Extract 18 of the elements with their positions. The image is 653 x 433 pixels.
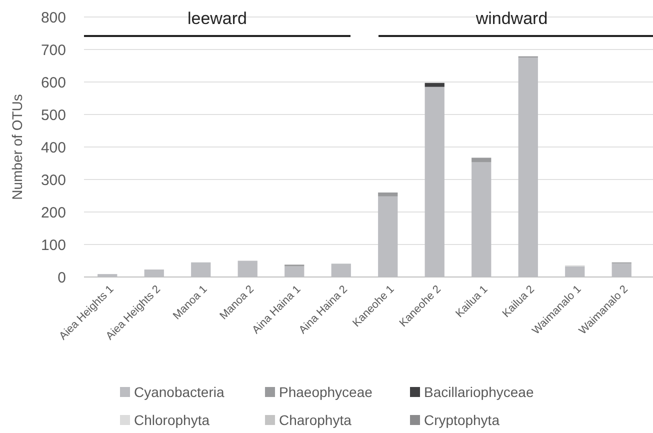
y-tick-label: 0 xyxy=(58,269,66,286)
legend-label: Cryptophyta xyxy=(424,412,500,428)
y-tick-label: 100 xyxy=(40,236,66,254)
annotation: leeward xyxy=(187,9,248,28)
legend-label: Phaeophyceae xyxy=(279,384,373,400)
y-tick-label: 200 xyxy=(40,204,66,222)
annotation: windward xyxy=(474,9,548,28)
y-tick-label: 400 xyxy=(40,139,66,156)
y-tick-label: 600 xyxy=(40,74,66,92)
legend-label: Bacillariophyceae xyxy=(424,384,534,400)
legend-label: Cyanobacteria xyxy=(134,384,224,400)
y-tick-label: 500 xyxy=(40,106,66,124)
legend-label: Charophyta xyxy=(279,412,352,428)
y-tick-label: 800 xyxy=(40,9,66,26)
y-axis-title: Number of OTUs xyxy=(9,94,25,200)
y-tick-label: 700 xyxy=(40,42,66,59)
legend-label: Chlorophyta xyxy=(134,412,210,428)
y-tick-label: 300 xyxy=(40,172,66,189)
